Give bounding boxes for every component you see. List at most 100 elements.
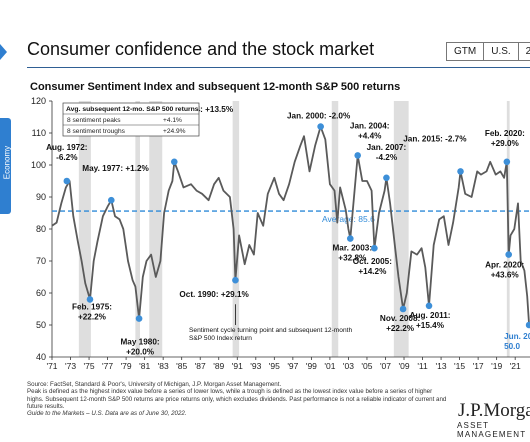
y-tick-label: 90 [36, 192, 46, 202]
x-tick-label: '95 [269, 361, 280, 371]
legend-box [62, 102, 200, 137]
x-tick-label: '75 [84, 361, 95, 371]
annotation-label: Apr. 2020: [485, 261, 524, 270]
title-rule [27, 67, 530, 68]
x-tick-label: '01 [324, 361, 335, 371]
x-tick-label: '03 [343, 361, 354, 371]
turning-point-marker [232, 276, 239, 284]
x-tick-label: '07 [380, 361, 391, 371]
turning-point-marker [317, 123, 324, 130]
annotation-label: Jan. 2004: [350, 121, 390, 130]
x-tick-label: '93 [250, 361, 261, 371]
chart-title: Consumer Sentiment Index and subsequent … [30, 81, 401, 93]
annotation-label: May. 1977: +1.2% [82, 164, 149, 173]
turning-point-marker [107, 196, 115, 204]
recession-bar [331, 101, 339, 357]
x-tick-label: '81 [139, 361, 150, 371]
x-tick-label: '99 [306, 361, 317, 371]
sentiment-index-line [51, 125, 530, 326]
recession-bar [149, 101, 163, 357]
annotation-value: +15.4% [416, 321, 445, 330]
x-tick-label: '17 [473, 361, 484, 371]
turning-point-marker [346, 235, 354, 242]
annotation-label: Feb. 2020: [485, 129, 525, 138]
turning-point-marker [503, 158, 511, 166]
turning-point-marker [63, 177, 71, 185]
recession-bar [232, 101, 240, 357]
recession-bar [135, 101, 141, 357]
x-tick-label: '73 [65, 361, 76, 371]
legend-row-label: 8 sentiment troughs [67, 128, 126, 135]
y-tick-label: 80 [36, 224, 46, 234]
asset-management-wordmark: ASSET MANAGEMENT [457, 421, 527, 439]
annotation-label: Jan. 2007: [367, 143, 407, 152]
y-tick-label: 40 [36, 352, 46, 362]
legend-row-value: +24.9% [163, 128, 186, 135]
y-tick-label: 70 [36, 256, 46, 266]
turning-point-note: S&P 500 Index return [189, 335, 252, 342]
annotation-label: Jun. 2022: [504, 332, 530, 341]
annotation-value: -6.2% [56, 153, 78, 162]
source-line: Source: FactSet, Standard & Poor's, Univ… [27, 381, 282, 388]
turning-point-marker [399, 305, 407, 313]
annotation-label: Feb. 1975: [72, 302, 112, 311]
x-tick-label: '15 [454, 361, 465, 371]
annotation-value: +22.2% [78, 312, 107, 321]
annotation-label: Mar. 2003: [332, 244, 372, 253]
turning-point-marker [86, 296, 94, 303]
definition-note: Peak is defined as the highest index val… [27, 388, 447, 410]
x-tick-label: '83 [158, 361, 169, 371]
x-tick-label: '87 [195, 361, 206, 371]
x-tick-label: '85 [176, 361, 187, 371]
annotation-value: +14.2% [358, 267, 387, 276]
annotation-value: +22.2% [386, 324, 415, 333]
y-tick-label: 120 [31, 96, 46, 106]
x-tick-label: '05 [361, 361, 372, 371]
annotation-label: Jan. 2000: -2.0% [287, 112, 351, 121]
recession-bar [393, 101, 409, 357]
average-label: Average: 85.6 [322, 214, 375, 224]
turning-point-marker [425, 302, 433, 310]
annotation-label: Nov. 2008: [380, 314, 420, 323]
jp-morgan-logo: J.P.Morgan [458, 400, 530, 421]
guide-note: Guide to the Markets – U.S. Data are as … [27, 410, 187, 418]
x-tick-label: '77 [102, 361, 113, 371]
x-tick-label: '91 [232, 361, 243, 371]
x-tick-label: '13 [436, 361, 447, 371]
x-tick-label: '97 [287, 361, 298, 371]
turning-point-marker [383, 174, 390, 182]
x-tick-label: '11 [417, 361, 428, 371]
turning-point-marker [505, 251, 512, 258]
x-tick-label: '21 [510, 361, 521, 371]
x-tick-label: '79 [121, 361, 132, 371]
annotation-label: May 1980: [120, 338, 159, 347]
annotation-label: Aug. 2011: [410, 311, 451, 320]
x-tick-label: '19 [491, 361, 502, 371]
x-tick-label: '71 [46, 361, 57, 371]
turning-point-marker [135, 315, 143, 322]
turning-point-marker [354, 152, 361, 159]
annotation-value: +32.8% [338, 254, 367, 263]
tab-page-number[interactable]: 25 [517, 42, 530, 61]
turning-point-marker [170, 158, 178, 166]
tab-group: GTM U.S. 25 [446, 42, 530, 61]
annotation-value: -4.2% [376, 153, 398, 162]
x-tick-label: '09 [398, 361, 409, 371]
turning-point-note: Sentiment cycle turning point and subseq… [189, 327, 352, 334]
page-title: Consumer confidence and the stock market [27, 39, 375, 59]
annotation-label: Oct. 2005: [353, 257, 392, 266]
annotation-label: Jan. 2015: -2.7% [403, 134, 467, 143]
y-tick-label: 60 [36, 288, 46, 298]
legend-header: Avg. subsequent 12-mo. S&P 500 returns [66, 106, 199, 113]
source-notes: Source: FactSet, Standard & Poor's, Univ… [27, 381, 447, 417]
y-tick-label: 100 [31, 160, 46, 170]
annotation-value: +43.6% [491, 271, 520, 280]
legend-row-label: 8 sentiment peaks [67, 117, 121, 124]
annotation-value: 50.0 [504, 342, 520, 351]
turning-point-marker [371, 244, 378, 252]
turning-point-marker [457, 168, 464, 175]
side-tab-economy[interactable]: Economy [0, 118, 12, 214]
y-tick-label: 50 [36, 320, 46, 330]
annotation-value: +4.4% [358, 131, 382, 140]
